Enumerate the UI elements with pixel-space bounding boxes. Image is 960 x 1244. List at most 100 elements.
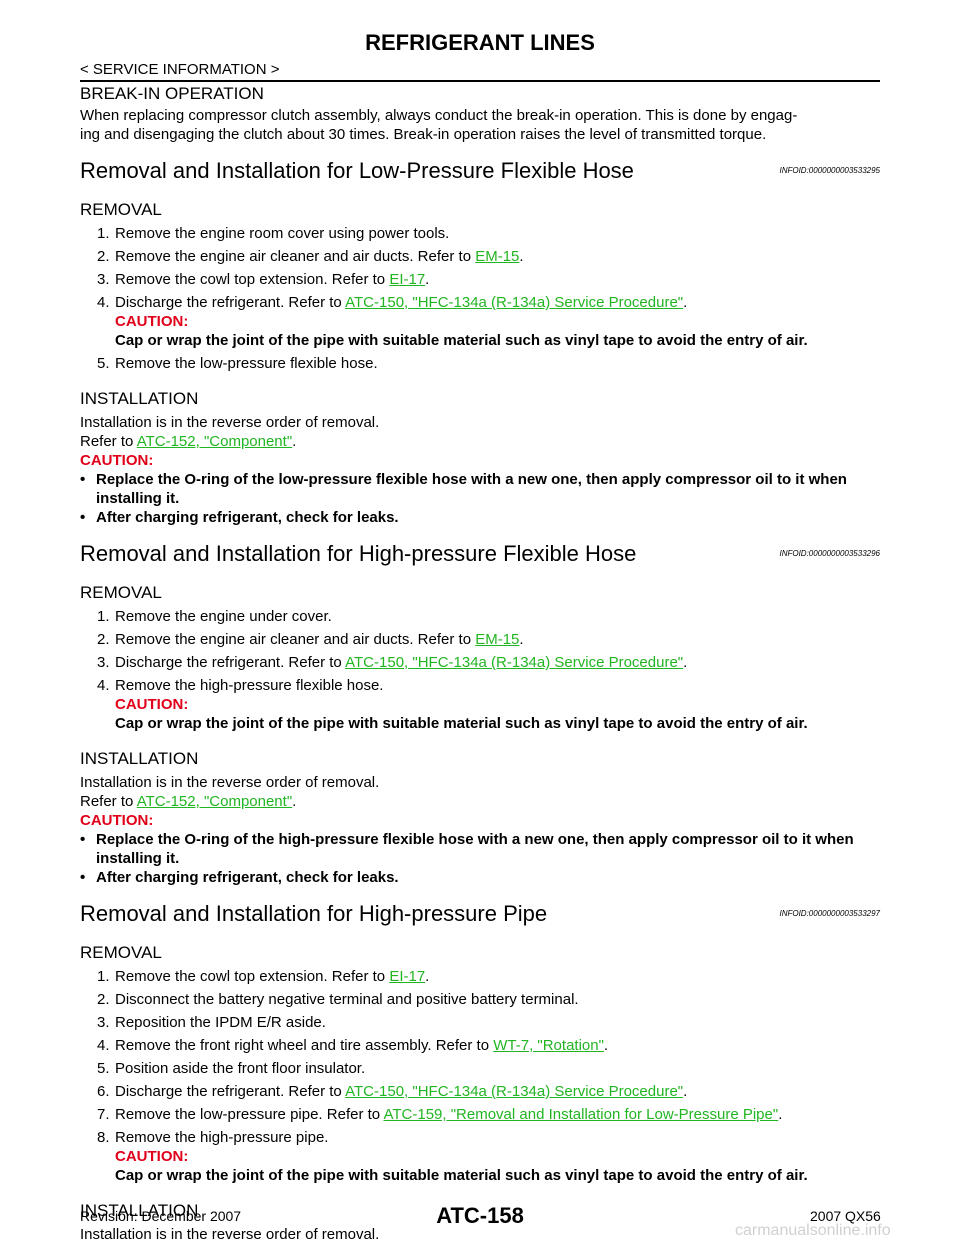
text: Remove the high-pressure pipe. xyxy=(115,1129,329,1146)
step-body: Remove the engine room cover using power… xyxy=(115,224,880,243)
step-body: Remove the front right wheel and tire as… xyxy=(115,1036,880,1055)
info-id: INFOID:0000000003533296 xyxy=(779,549,880,558)
text: Remove the high-pressure flexible hose. xyxy=(115,677,384,694)
header-rule xyxy=(80,80,880,82)
step-number: 3. xyxy=(97,654,110,671)
subheading: REMOVAL xyxy=(80,583,162,602)
model: 2007 QX56 xyxy=(810,1208,881,1224)
link[interactable]: ATC-152, "Component" xyxy=(136,793,293,810)
step-body: Position aside the front floor insulator… xyxy=(115,1059,880,1078)
text: Remove the engine under cover. xyxy=(115,608,332,625)
text: . xyxy=(683,294,688,311)
text: Remove the engine air cleaner and air du… xyxy=(115,631,476,648)
watermark: carmanualsonline.info xyxy=(735,1222,891,1239)
link[interactable]: EM-15 xyxy=(475,631,520,648)
step-body: Disconnect the battery negative terminal… xyxy=(115,990,880,1009)
caution-label: CAUTION: xyxy=(115,696,189,713)
step-number: 4. xyxy=(97,677,110,694)
caution-bullet: Replace the O-ring of the high-pressure … xyxy=(80,830,880,868)
step-text: Remove the cowl top extension. Refer to … xyxy=(115,270,880,289)
step: 3. Remove the cowl top extension. Refer t… xyxy=(97,270,880,289)
step: 4. Discharge the refrigerant. Refer to AT… xyxy=(97,293,880,350)
step: 3. Discharge the refrigerant. Refer to AT… xyxy=(97,653,880,672)
step: 6. Discharge the refrigerant. Refer to AT… xyxy=(97,1082,880,1101)
revision: Revision: December 2007 xyxy=(80,1208,242,1224)
caution-bullet: After charging refrigerant, check for le… xyxy=(80,508,880,527)
text-line: Installation is in the reverse order of … xyxy=(80,773,880,792)
step-number: 4. xyxy=(97,1037,110,1054)
intro-line: ing and disengaging the clutch about 30 … xyxy=(80,126,767,143)
text-line: Installation is in the reverse order of … xyxy=(80,1225,880,1244)
step: 7. Remove the low-pressure pipe. Refer to… xyxy=(97,1105,880,1124)
caution-bullet: After charging refrigerant, check for le… xyxy=(80,868,880,887)
subheading: REMOVAL xyxy=(80,943,162,962)
step-text: Reposition the IPDM E/R aside. xyxy=(115,1013,880,1032)
text: . xyxy=(519,248,524,265)
step-text: Position aside the front floor insulator… xyxy=(115,1059,880,1078)
link[interactable]: EM-15 xyxy=(475,248,520,265)
step-body: Remove the high-pressure pipe. CAUTION: Ca… xyxy=(115,1128,880,1185)
info-id: INFOID:0000000003533297 xyxy=(779,909,880,918)
section-header: Removal and Installation for High-pressu… xyxy=(80,541,880,567)
text: Refer to xyxy=(80,793,137,810)
link[interactable]: ATC-150, "HFC-134a (R-134a) Service Proc… xyxy=(345,294,684,311)
subheading: REMOVAL xyxy=(80,200,162,219)
step-text: Remove the low-pressure pipe. Refer to A… xyxy=(115,1105,880,1124)
text: Remove the low-pressure pipe. Refer to xyxy=(115,1106,384,1123)
caution-label: CAUTION: xyxy=(115,1148,189,1165)
intro-heading: BREAK-IN OPERATION xyxy=(80,84,264,103)
subheading: INSTALLATION xyxy=(80,1201,199,1220)
text: . xyxy=(292,793,297,810)
step: 4. Remove the front right wheel and tire … xyxy=(97,1036,880,1055)
text: . xyxy=(683,654,688,671)
text: . xyxy=(425,271,430,288)
step-text: Remove the high-pressure flexible hose. xyxy=(115,676,880,695)
text: Remove the front right wheel and tire as… xyxy=(115,1037,494,1054)
step: 1. Remove the cowl top extension. Refer t… xyxy=(97,967,880,986)
caution-text: Cap or wrap the joint of the pipe with s… xyxy=(115,715,808,732)
text: Installation is in the reverse order of … xyxy=(80,414,380,431)
step-body: Remove the engine air cleaner and air du… xyxy=(115,630,880,649)
caution-label: CAUTION: xyxy=(115,313,189,330)
step-body: Remove the engine air cleaner and air du… xyxy=(115,247,880,266)
text-line: Refer to ATC-152, "Component". xyxy=(80,432,880,451)
text: Position aside the front floor insulator… xyxy=(115,1060,366,1077)
step-number: 2. xyxy=(97,631,110,648)
caution-label: CAUTION: xyxy=(80,812,154,829)
link[interactable]: ATC-152, "Component" xyxy=(136,433,293,450)
link[interactable]: ATC-159, "Removal and Installation for L… xyxy=(383,1106,779,1123)
content: BREAK-IN OPERATION When replacing compres… xyxy=(80,84,880,1244)
link[interactable]: ATC-150, "HFC-134a (R-134a) Service Proc… xyxy=(345,1083,684,1100)
caution-text: Cap or wrap the joint of the pipe with s… xyxy=(115,1167,808,1184)
step-number: 3. xyxy=(97,271,110,288)
step-body: Remove the low-pressure flexible hose. xyxy=(115,354,880,373)
step-body: Discharge the refrigerant. Refer to ATC-… xyxy=(115,293,880,350)
link[interactable]: ATC-150, "HFC-134a (R-134a) Service Proc… xyxy=(345,654,684,671)
text: Remove the engine room cover using power… xyxy=(115,225,450,242)
caution-label: CAUTION: xyxy=(80,452,154,469)
step: 8. Remove the high-pressure pipe. CAUTION:… xyxy=(97,1128,880,1185)
step-body: Remove the high-pressure flexible hose. C… xyxy=(115,676,880,733)
step-number: 3. xyxy=(97,1014,110,1031)
section-header: Removal and Installation for Low-Pressur… xyxy=(80,158,880,184)
text-line: Refer to ATC-152, "Component". xyxy=(80,792,880,811)
text: . xyxy=(292,433,297,450)
text: Installation is in the reverse order of … xyxy=(80,774,380,791)
link[interactable]: EI-17 xyxy=(389,271,426,288)
section-heading: Removal and Installation for High-pressu… xyxy=(80,901,548,926)
link[interactable]: EI-17 xyxy=(389,968,426,985)
step: 4. Remove the high-pressure flexible hose… xyxy=(97,676,880,733)
step-body: Discharge the refrigerant. Refer to ATC-… xyxy=(115,653,880,672)
step-body: Remove the low-pressure pipe. Refer to A… xyxy=(115,1105,880,1124)
step-body: Reposition the IPDM E/R aside. xyxy=(115,1013,880,1032)
section-heading: Removal and Installation for Low-Pressur… xyxy=(80,158,634,183)
section-heading: Removal and Installation for High-pressu… xyxy=(80,541,637,566)
step-text: Remove the low-pressure flexible hose. xyxy=(115,354,880,373)
step-text: Discharge the refrigerant. Refer to ATC-… xyxy=(115,653,880,672)
step-body: Remove the engine under cover. xyxy=(115,607,880,626)
caution-text: Cap or wrap the joint of the pipe with s… xyxy=(115,332,808,349)
caution-bullet: Replace the O-ring of the low-pressure f… xyxy=(80,470,880,508)
step-body: Remove the cowl top extension. Refer to … xyxy=(115,967,880,986)
link[interactable]: WT-7, "Rotation" xyxy=(493,1037,604,1054)
